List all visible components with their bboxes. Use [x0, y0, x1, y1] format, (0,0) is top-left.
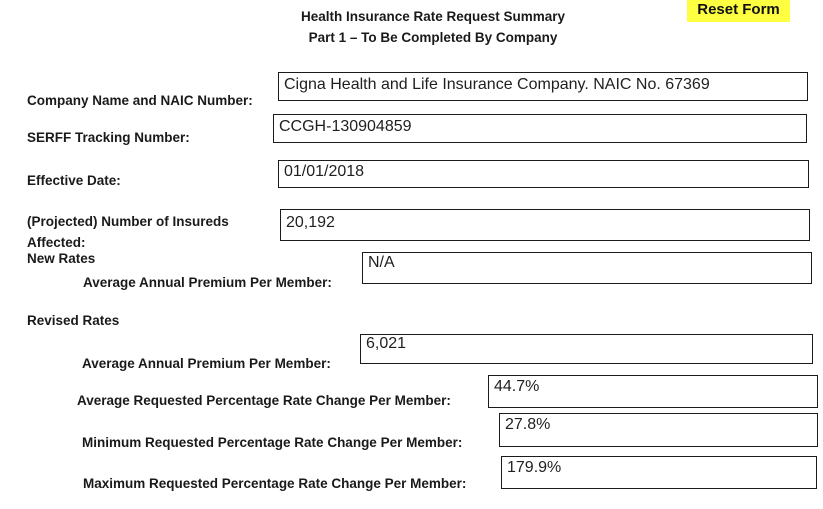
insureds-affected-input[interactable] — [280, 209, 810, 241]
insureds-affected-label: (Projected) Number of Insureds Affected: — [27, 211, 277, 253]
max-pct-change-input[interactable] — [501, 456, 817, 489]
form-title: Health Insurance Rate Request Summary Pa… — [43, 6, 823, 48]
insureds-affected-label-line2: Affected: — [27, 235, 86, 250]
revised-avg-premium-label: Average Annual Premium Per Member: — [82, 356, 331, 371]
revised-rates-heading: Revised Rates — [27, 313, 120, 328]
company-naic-input[interactable] — [278, 72, 808, 101]
form-title-line2: Part 1 – To Be Completed By Company — [308, 30, 558, 45]
avg-pct-change-input[interactable] — [488, 375, 818, 408]
insureds-affected-label-line1: (Projected) Number of Insureds — [27, 214, 229, 229]
revised-avg-premium-input[interactable] — [360, 334, 813, 364]
new-rates-avg-premium-label: Average Annual Premium Per Member: — [83, 275, 332, 290]
new-rates-avg-premium-input[interactable] — [362, 252, 812, 284]
company-naic-label: Company Name and NAIC Number: — [27, 93, 253, 108]
max-pct-change-label: Maximum Requested Percentage Rate Change… — [83, 476, 467, 491]
form-title-line1: Health Insurance Rate Request Summary — [300, 9, 566, 24]
effective-date-input[interactable] — [278, 160, 809, 188]
serff-tracking-input[interactable] — [273, 114, 807, 143]
serff-tracking-label: SERFF Tracking Number: — [27, 130, 190, 145]
min-pct-change-label: Minimum Requested Percentage Rate Change… — [82, 435, 463, 450]
min-pct-change-input[interactable] — [499, 413, 818, 447]
reset-form-button[interactable]: Reset Form — [687, 0, 790, 22]
effective-date-label: Effective Date: — [27, 173, 121, 188]
avg-pct-change-label: Average Requested Percentage Rate Change… — [77, 393, 451, 408]
new-rates-heading: New Rates — [27, 251, 96, 266]
